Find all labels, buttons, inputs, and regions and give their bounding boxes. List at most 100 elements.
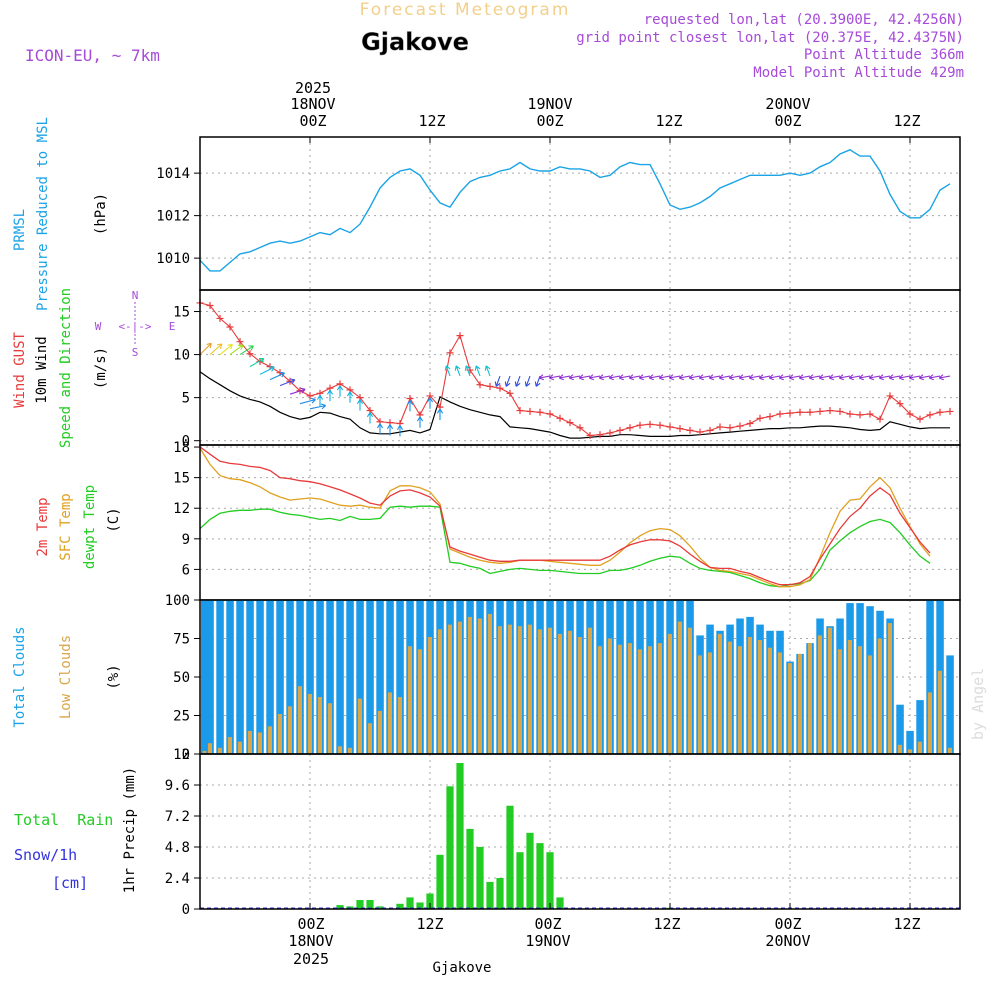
low-cloud-bar bbox=[327, 703, 332, 754]
wind-direction-arrow bbox=[376, 423, 384, 435]
compass-arrows: <-|-> bbox=[118, 320, 151, 333]
low-cloud-bar bbox=[547, 627, 552, 754]
wind-direction-arrow bbox=[484, 365, 491, 377]
low-cloud-bar bbox=[757, 640, 762, 754]
low-cloud-bar bbox=[202, 750, 207, 754]
precip-bar bbox=[546, 852, 554, 909]
gust-marker bbox=[826, 407, 834, 415]
wind-direction-arrow bbox=[578, 374, 591, 381]
low-cloud-bar bbox=[867, 655, 872, 754]
wind-direction-arrow bbox=[436, 408, 444, 420]
compass-w: W bbox=[95, 320, 102, 333]
wind-direction-arrow bbox=[618, 374, 631, 381]
y-tick-label: 7.2 bbox=[165, 809, 190, 825]
precip-bar bbox=[536, 843, 544, 909]
y-tick-label: 75 bbox=[173, 632, 190, 648]
panel-frame bbox=[199, 136, 961, 291]
y-tick-label: 50 bbox=[173, 670, 190, 686]
precip-unit: 1hr Precip (mm) bbox=[122, 767, 138, 893]
wind-direction-arrow bbox=[316, 395, 324, 407]
y-tick-label: 9.6 bbox=[165, 778, 190, 794]
wind-direction-arrow bbox=[898, 374, 911, 381]
pressure-line bbox=[199, 149, 951, 272]
low-cloud-bar bbox=[927, 692, 932, 754]
wind-speed-line bbox=[199, 371, 950, 439]
bottom-year-label: 2025 bbox=[293, 950, 329, 968]
wind-direction-arrow bbox=[848, 374, 861, 381]
temp-label: 2m Temp bbox=[35, 497, 51, 556]
y-tick-label: 1014 bbox=[156, 166, 190, 182]
low-cloud-bar bbox=[477, 618, 482, 754]
wind-direction-arrow bbox=[279, 378, 296, 387]
top-tick-label: 12Z bbox=[655, 112, 682, 130]
chart-title: Forecast Meteogram bbox=[360, 0, 571, 20]
wind-direction-arrow bbox=[758, 374, 771, 381]
low-cloud-bar bbox=[217, 747, 222, 754]
wind-direction-arrow bbox=[628, 374, 641, 381]
gust-marker bbox=[836, 407, 844, 415]
wind-direction-arrow bbox=[558, 374, 571, 381]
low-cloud-bar bbox=[237, 741, 242, 754]
wind-direction-arrow bbox=[768, 374, 781, 381]
total-cloud-bar bbox=[346, 600, 354, 754]
gust-marker bbox=[706, 426, 714, 434]
gust-marker bbox=[636, 421, 644, 429]
compass-legend: N S W E <-|-> bbox=[95, 289, 176, 359]
gust-marker bbox=[906, 410, 914, 418]
low-cloud-bar bbox=[857, 646, 862, 754]
wind-direction-arrow bbox=[548, 374, 561, 381]
y-tick-label: 12 bbox=[173, 501, 190, 517]
top-date-label: 18NOV bbox=[290, 95, 335, 113]
low-cloud-bar bbox=[677, 621, 682, 754]
low-cloud-bar bbox=[227, 737, 232, 754]
low-cloud-bar bbox=[397, 697, 402, 754]
y-tick-label: 100 bbox=[165, 593, 190, 609]
wind-direction-arrow bbox=[396, 425, 404, 437]
wind-direction-arrow bbox=[868, 374, 881, 381]
y-tick-label: 1012 bbox=[156, 209, 190, 225]
low-cloud-bar bbox=[467, 616, 472, 754]
bottom-tick-label: 00Z bbox=[774, 915, 801, 933]
y-tick-label: 18 bbox=[173, 440, 190, 456]
wind-direction-arrow bbox=[798, 374, 811, 381]
wind-direction-arrow bbox=[209, 343, 223, 356]
wind-direction-arrow bbox=[289, 387, 306, 395]
y-tick-label: 5 bbox=[182, 391, 190, 407]
wind-direction-arrow bbox=[828, 374, 841, 381]
low-cloud-bar bbox=[277, 714, 282, 754]
y-tick-label: 15 bbox=[173, 471, 190, 487]
total-cloud-bar bbox=[296, 600, 304, 754]
wind-direction-arrow bbox=[748, 374, 761, 381]
wind-direction-arrow bbox=[426, 397, 434, 409]
gust-marker bbox=[536, 408, 544, 416]
low-cloud-bar bbox=[657, 643, 662, 754]
wind-direction-arrow bbox=[219, 343, 233, 356]
wind-direction-arrow bbox=[648, 374, 661, 381]
gust-marker bbox=[606, 429, 614, 437]
rain-label: Total Rain bbox=[14, 811, 113, 829]
dew-label: dewpt Temp bbox=[82, 485, 98, 569]
low-cloud-bar bbox=[427, 637, 432, 754]
gust-marker bbox=[616, 426, 624, 434]
gust-marker bbox=[646, 420, 654, 428]
precip-bar bbox=[506, 805, 514, 909]
gust-marker bbox=[206, 302, 214, 309]
pressure-label-2: Pressure Reduced to MSL bbox=[35, 117, 51, 311]
gust-marker bbox=[556, 414, 564, 422]
precip-bar bbox=[486, 881, 494, 909]
low-cloud-bar bbox=[827, 627, 832, 754]
low-cloud-bar bbox=[447, 624, 452, 754]
low-cloud-bar bbox=[817, 635, 822, 754]
precip-bar bbox=[446, 786, 454, 909]
low-cloud-bar bbox=[897, 744, 902, 754]
total-cloud-bar bbox=[386, 600, 394, 754]
compass-n: N bbox=[132, 289, 139, 302]
low-cloud-bar bbox=[587, 627, 592, 754]
low-cloud-bar bbox=[497, 626, 502, 754]
wind-direction-arrow bbox=[778, 374, 791, 381]
wind-direction-arrow bbox=[524, 375, 531, 387]
total-cloud-bar bbox=[906, 730, 914, 754]
low-cloud-bar bbox=[487, 613, 492, 754]
low-cloud-bar bbox=[667, 633, 672, 754]
wind-direction-arrow bbox=[698, 374, 711, 381]
